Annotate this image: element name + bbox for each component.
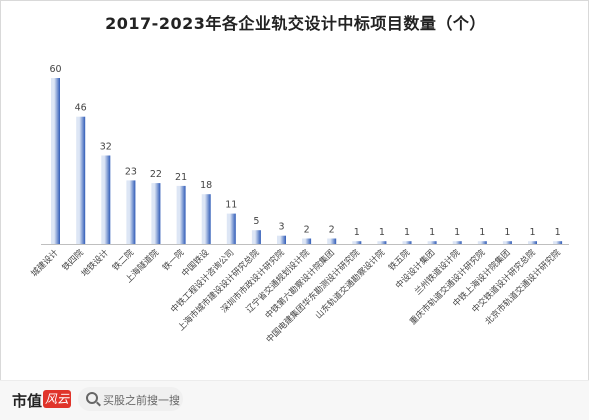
data-label: 1 (354, 227, 360, 238)
bar (226, 213, 236, 244)
bar (352, 241, 362, 244)
data-label: 1 (479, 227, 485, 238)
bar (528, 241, 537, 244)
data-label: 18 (200, 180, 212, 191)
data-label: 46 (75, 103, 87, 114)
bar (402, 241, 412, 244)
data-label: 3 (278, 222, 284, 233)
category-label: 地铁设计 (79, 247, 111, 279)
bar (502, 241, 512, 244)
data-label: 23 (125, 166, 137, 177)
data-label: 11 (225, 200, 237, 211)
bar (277, 235, 286, 244)
bar (477, 241, 487, 244)
search-box[interactable]: 买股之前搜一搜 (78, 387, 183, 411)
data-label: 1 (429, 227, 435, 238)
data-label: 1 (555, 227, 561, 238)
brand-logo: 风云 (43, 390, 71, 408)
category-label: 城建设计 (29, 247, 61, 279)
footer-bar: 市值 风云 买股之前搜一搜 (0, 380, 589, 420)
data-label: 1 (404, 227, 410, 238)
data-label: 60 (49, 64, 61, 75)
data-label: 1 (504, 227, 510, 238)
data-label: 1 (454, 227, 460, 238)
search-placeholder: 买股之前搜一搜 (103, 394, 180, 407)
bar (427, 241, 437, 244)
bar (553, 241, 563, 244)
bar (76, 116, 86, 244)
bar (302, 238, 312, 244)
bar (201, 194, 211, 244)
data-label: 2 (329, 225, 335, 236)
bar (327, 238, 337, 244)
data-label: 32 (100, 142, 112, 153)
data-label: 1 (529, 227, 535, 238)
chart-title: 2017-2023年各企业轨交设计中标项目数量（个） (105, 14, 486, 33)
bar (126, 180, 136, 244)
bar (151, 183, 161, 244)
bar (101, 155, 111, 244)
data-label: 2 (304, 225, 310, 236)
data-label: 1 (379, 227, 385, 238)
bar (51, 78, 60, 244)
search-icon (86, 392, 98, 404)
data-label: 22 (150, 169, 162, 180)
bar (251, 230, 261, 244)
data-label: 21 (175, 172, 187, 183)
data-label: 5 (253, 216, 259, 227)
bar (377, 241, 387, 244)
bar (176, 185, 186, 244)
bar-chart: 60城建设计46铁四院32地铁设计23铁二院22上海隧道院21铁一院18中国铁设… (29, 64, 569, 345)
brand-name: 市值 (12, 392, 43, 410)
chart-frame: 2017-2023年各企业轨交设计中标项目数量（个） 60 城建设计 46 铁四院 32… (0, 0, 589, 381)
bar (452, 241, 462, 244)
